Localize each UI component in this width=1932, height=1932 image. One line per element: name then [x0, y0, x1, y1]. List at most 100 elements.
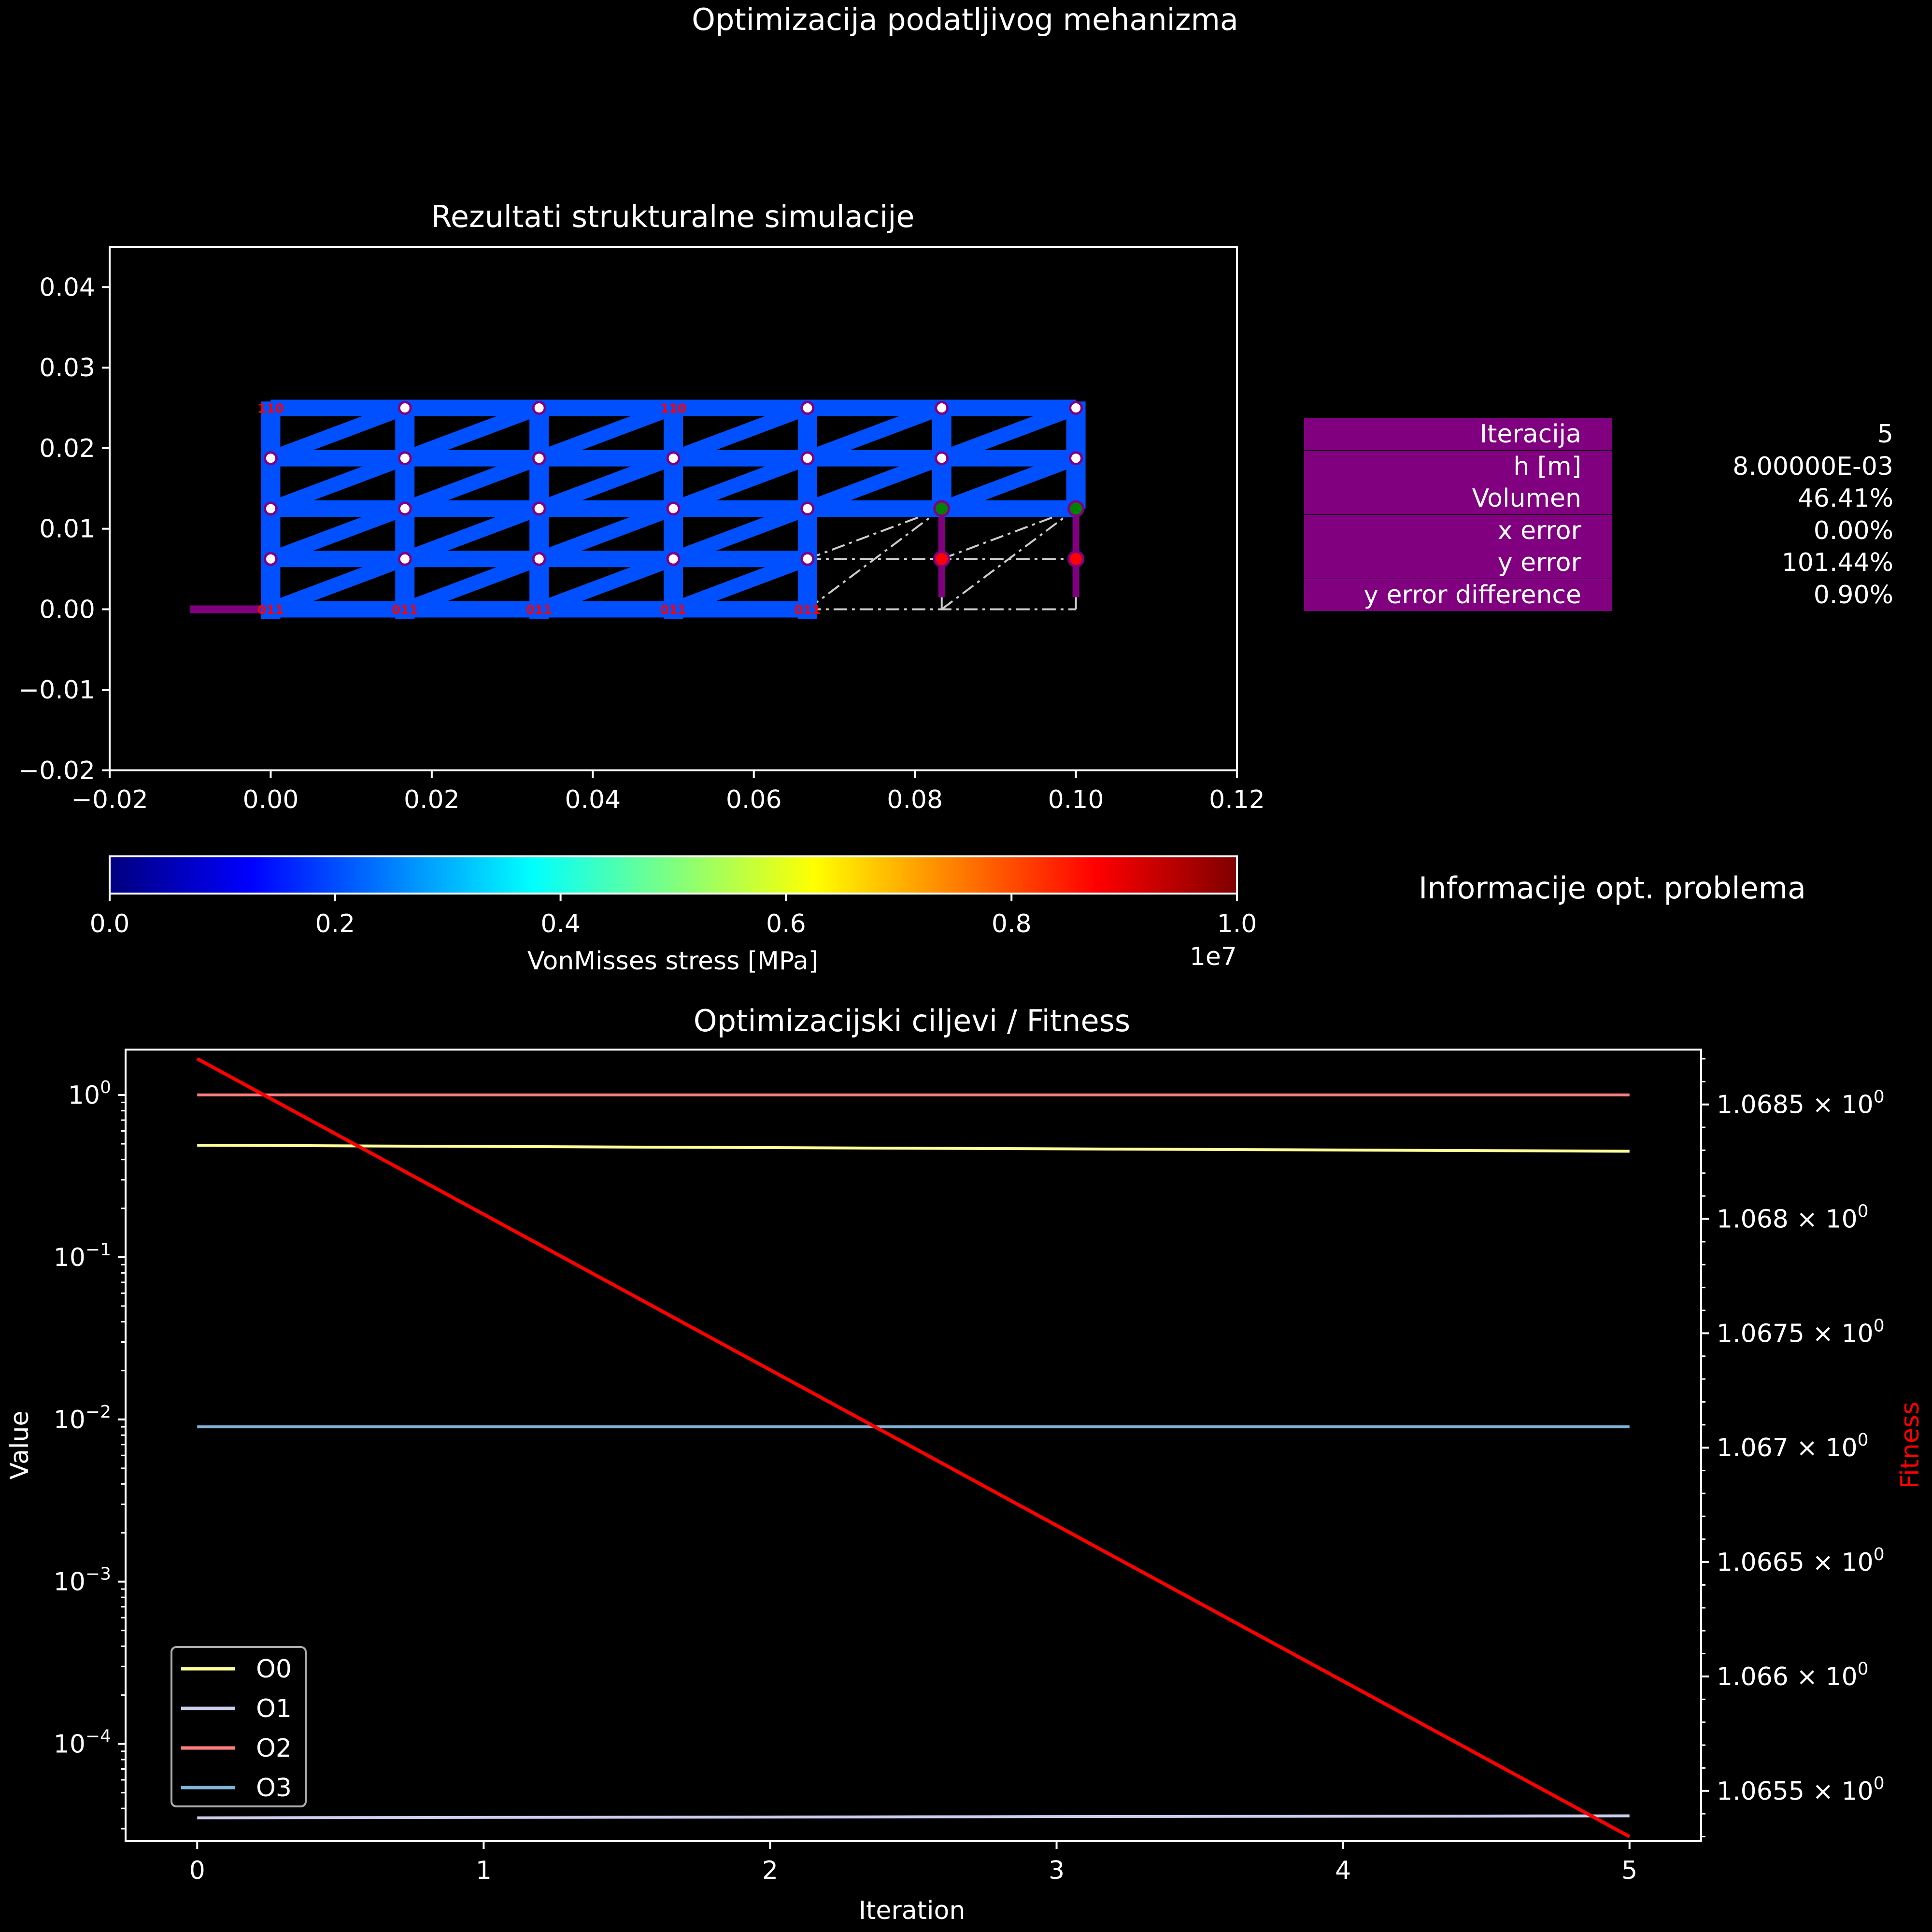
y-tick-exponent: −3 [85, 1564, 111, 1584]
mesh-node [1069, 401, 1083, 415]
y-tick-label: 0.00 [39, 595, 95, 624]
structure-panel: Rezultati strukturalne simulacije 110 011… [18, 199, 1265, 814]
y2-tick-times: × 10 [1804, 1777, 1874, 1806]
y2-tick-exponent: 0 [1874, 1316, 1885, 1335]
chart-legend: O0 O1 O2 O3 [170, 1646, 307, 1807]
colorbar: 0.0 0.2 0.4 0.6 0.8 1.0 VonMisses stress [MPa… [90, 855, 1257, 976]
x-tick-label: 4 [1335, 1856, 1351, 1885]
colorbar-tick-label: 1.0 [1217, 909, 1257, 938]
x-tick-label: 2 [762, 1856, 778, 1885]
mesh-node [398, 501, 412, 516]
mesh-node [935, 451, 949, 466]
y2-tick-times: × 10 [1804, 1548, 1874, 1577]
target-node [933, 500, 951, 517]
y2-tick-mantissa: 1.0665 [1717, 1548, 1804, 1577]
beam-element [939, 401, 1079, 465]
node-label: 011 [526, 603, 552, 617]
y-tick-label: 0.01 [39, 515, 95, 544]
beam-element [268, 501, 408, 566]
colorbar-tick-label: 0.8 [992, 909, 1032, 938]
info-row-label: h [m] [1304, 450, 1612, 483]
beam-element [268, 552, 408, 616]
info-row-value: 0.00% [1813, 516, 1893, 545]
y-tick-label: −0.02 [18, 756, 95, 785]
beam-element [670, 451, 810, 516]
series-line-o1 [197, 1814, 1630, 1819]
chart-axes-frame [125, 1049, 1702, 1842]
beam-element [805, 401, 944, 465]
mesh-node [532, 451, 546, 466]
beam-element [805, 451, 944, 516]
y2-tick-mantissa: 1.066 [1717, 1662, 1789, 1691]
info-row: Iteracija 5 [0, 418, 1893, 450]
y-tick-base: 10 [68, 1081, 100, 1110]
y2-tick-mantissa: 1.0675 [1717, 1319, 1804, 1348]
y2-tick-times: × 10 [1804, 1091, 1874, 1120]
y2-tick-label: 1.066 × 100 [1717, 1659, 1869, 1691]
y-tick-exponent: −4 [85, 1726, 111, 1746]
guide-line [941, 508, 1077, 560]
y2-tick-label: 1.0655 × 100 [1717, 1774, 1885, 1806]
y-tick-label: 100 [68, 1078, 111, 1110]
info-row: h [m] 8.00000E-03 [0, 450, 1893, 483]
y-tick-label: 10−4 [54, 1726, 111, 1759]
beam-element [536, 401, 676, 465]
beam-element [939, 451, 1079, 516]
y-tick-exponent: −1 [85, 1240, 111, 1260]
x-tick-label: 5 [1621, 1856, 1637, 1885]
beam-element [402, 401, 542, 465]
info-row-value: 46.41% [1797, 484, 1893, 513]
x-tick-label: 0.02 [404, 785, 460, 814]
mesh-node [532, 552, 546, 566]
y-tick-base: 10 [54, 1730, 85, 1759]
beam-element [536, 501, 676, 566]
x-tick-label: 0.00 [243, 785, 299, 814]
chart-series [196, 1057, 1631, 1838]
y2-tick-label: 1.068 × 100 [1717, 1202, 1869, 1234]
mesh-node [800, 451, 815, 466]
mesh-node [800, 552, 815, 566]
info-row-label: Volumen [1304, 483, 1612, 514]
y-tick-label: 0.04 [39, 273, 95, 302]
node-label: 011 [660, 603, 686, 617]
y-tick-label: 0.03 [39, 354, 95, 383]
node-label: 110 [257, 402, 284, 416]
output-node [1067, 550, 1085, 568]
beam-element [268, 401, 408, 465]
x-tick-label: 0.10 [1048, 785, 1104, 814]
colorbar-tick-label: 0.2 [315, 909, 355, 938]
beam-element [670, 552, 810, 616]
node-labels: 110 011 011 011 011 011 110 [257, 402, 821, 618]
node-label: 110 [660, 402, 686, 416]
y2-tick-times: × 10 [1789, 1205, 1858, 1234]
guide-line [807, 508, 942, 560]
mesh-node [263, 451, 278, 466]
y2-tick-label: 1.0685 × 100 [1717, 1087, 1885, 1120]
x-tick-label: 0.06 [726, 785, 782, 814]
info-row-label: x error [1304, 514, 1612, 547]
x-tick-label: 0.12 [1209, 785, 1265, 814]
info-row: y error difference 0.90% [0, 579, 1893, 611]
structure-title: Rezultati strukturalne simulacije [431, 199, 915, 234]
beam-element [536, 451, 676, 516]
series-line-o0 [197, 1144, 1630, 1153]
beam-element [268, 451, 408, 516]
colorbar-gradient [109, 855, 1238, 895]
y2-tick-times: × 10 [1789, 1662, 1858, 1691]
info-row: y error 101.44% [0, 547, 1893, 579]
structure-y-ticks: 0.04 0.03 0.02 0.01 0.00 −0.01 −0.02 [18, 273, 110, 785]
legend-label: O2 [256, 1734, 292, 1763]
chart-title: Optimizacijski ciljevi / Fitness [694, 1003, 1130, 1038]
mesh-node [263, 552, 278, 566]
y2-tick-exponent: 0 [1858, 1202, 1869, 1222]
x-tick-label: −0.02 [71, 785, 148, 814]
y-tick-base: 10 [54, 1406, 85, 1435]
info-row-label: y error difference [1304, 579, 1612, 611]
colorbar-multiplier: 1e7 [1190, 942, 1237, 971]
mesh-node [1069, 451, 1083, 466]
colorbar-tick-label: 0.6 [766, 909, 806, 938]
node-label: 011 [257, 603, 284, 617]
